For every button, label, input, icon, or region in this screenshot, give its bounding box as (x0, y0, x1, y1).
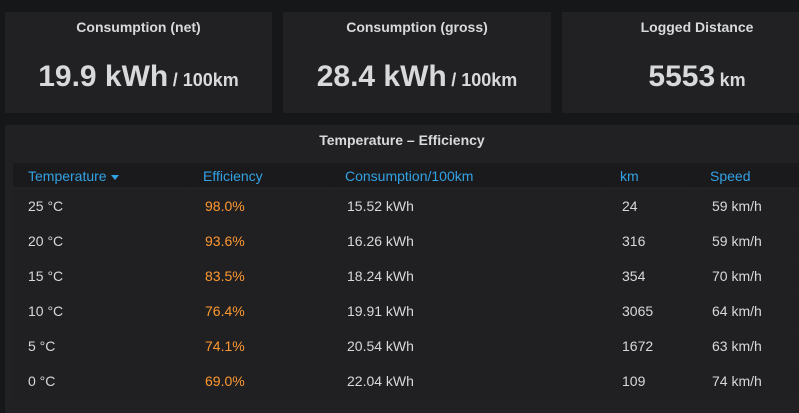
column-header[interactable]: Efficiency (203, 168, 263, 184)
table-cell: 354 (607, 260, 695, 293)
table-cell: 93.6% (190, 225, 330, 258)
table-cell: 3065 (607, 295, 695, 328)
table-cell: 18.24 kWh (332, 260, 605, 293)
sort-arrow (110, 174, 119, 180)
column-header[interactable]: Consumption/100km (345, 168, 473, 184)
table-cell: 98.0% (190, 190, 330, 223)
stat-title: Logged Distance (640, 19, 754, 35)
table-cell: 74 km/h (697, 365, 799, 398)
table-cell: 83.5% (190, 260, 330, 293)
table-cell: 63 km/h (697, 330, 799, 363)
table-cell: 5 °C (13, 330, 188, 363)
table-cell: 10 °C (13, 295, 188, 328)
table-cell: 76.4% (190, 295, 330, 328)
table-title: Temperature – Efficiency (319, 132, 485, 148)
stat-unit: / 100km (172, 70, 239, 90)
stat-title: Consumption (gross) (346, 19, 488, 35)
table-cell: 109 (607, 365, 695, 398)
stat-value-box: 19.9 kWh / 100km (5, 60, 272, 94)
header-text: Consumption/100km (345, 168, 474, 184)
table-cell: 316 (607, 225, 695, 258)
stat-unit: km (719, 70, 746, 90)
table-cell: 69.0% (190, 365, 330, 398)
table-panel: Temperature – Efficiency Temperature Effi… (5, 125, 799, 413)
column-header[interactable]: km (620, 168, 639, 184)
table-cell: 24 (607, 190, 695, 223)
stat-panel: Consumption (gross) 28.4 kWh / 100km (283, 12, 551, 113)
header-text: Efficiency (203, 168, 263, 184)
header-text: Speed (710, 168, 751, 184)
table-cell: 70 km/h (697, 260, 799, 293)
table-cell: 15 °C (13, 260, 188, 293)
stat-unit: / 100km (451, 70, 518, 90)
stat-panel: Consumption (net) 19.9 kWh / 100km (5, 12, 272, 113)
table-cell: 59 km/h (697, 190, 799, 223)
table-cell: 1672 (607, 330, 695, 363)
table-cell: 15.52 kWh (332, 190, 605, 223)
stat-value: 5553 (648, 60, 716, 93)
table-cell: 16.26 kWh (332, 225, 605, 258)
table-cell: 20.54 kWh (332, 330, 605, 363)
stat-value: 28.4 kWh (316, 60, 447, 93)
column-header[interactable]: Temperature (28, 168, 119, 184)
table-cell: 0 °C (13, 365, 188, 398)
table-cell: 25 °C (13, 190, 188, 223)
table-cell: 19.91 kWh (332, 295, 605, 328)
column-header[interactable]: Speed (710, 168, 750, 184)
table-cell: 64 km/h (697, 295, 799, 328)
stat-value-box: 5553 km (562, 60, 799, 94)
table-cell: 59 km/h (697, 225, 799, 258)
table-cell: 20 °C (13, 225, 188, 258)
header-text: km (620, 168, 639, 184)
stat-value-box: 28.4 kWh / 100km (283, 60, 551, 94)
stat-title: Consumption (net) (76, 19, 201, 35)
table-cell: 22.04 kWh (332, 365, 605, 398)
stat-value: 19.9 kWh (38, 60, 169, 93)
stat-panel: Logged Distance 5553 km (562, 12, 799, 113)
header-text: Temperature (28, 168, 107, 184)
table-header: Temperature Efficiency Consumption/100km km… (13, 163, 799, 187)
table-cell: 74.1% (190, 330, 330, 363)
